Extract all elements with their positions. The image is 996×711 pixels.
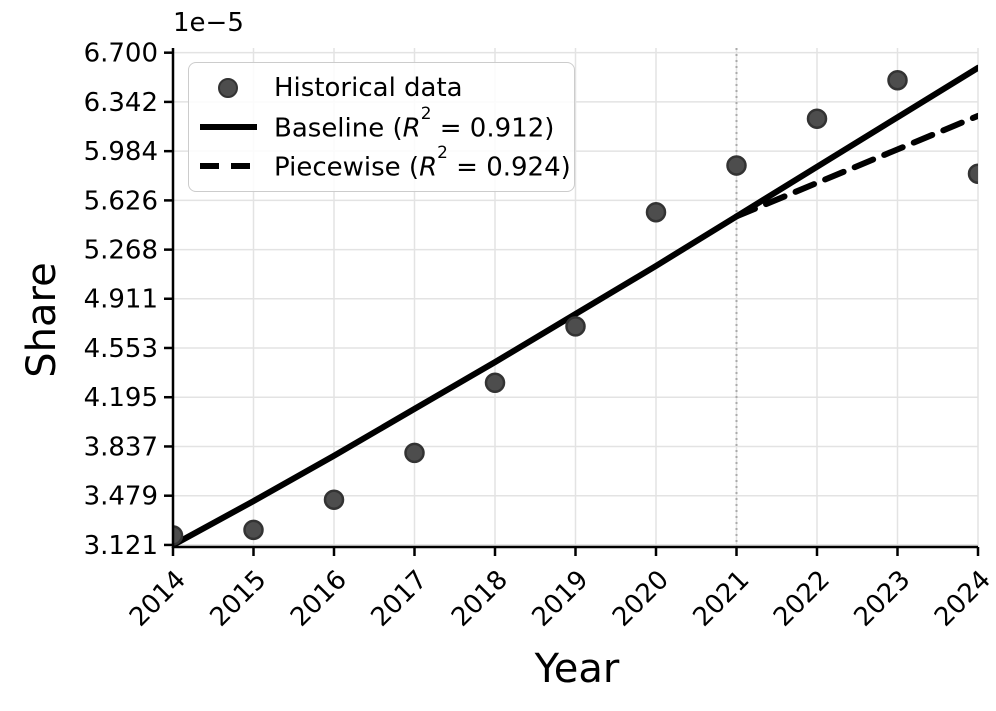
legend-row-piecewise: Piecewise (R2 = 0.924)	[199, 142, 574, 185]
legend-marker-col	[199, 77, 257, 98]
legend-label-sup: 2	[437, 142, 448, 163]
legend-label-historical: Historical data	[274, 72, 463, 103]
y-tick-label: 6.700	[84, 39, 158, 69]
y-tick-label: 3.837	[84, 432, 158, 462]
legend-row-historical: Historical data	[199, 69, 574, 107]
x-tick-label: 2019	[526, 565, 594, 633]
y-tick-label: 3.479	[84, 482, 158, 512]
y-tick-label: 4.195	[84, 383, 158, 413]
legend: Historical data Baseline (R2 = 0.912) Pi…	[188, 62, 575, 192]
scatter-point	[404, 442, 425, 464]
x-tick-label: 2014	[124, 565, 192, 633]
scatter-point	[887, 69, 908, 91]
x-tick-label: 2024	[929, 565, 996, 633]
x-tick-label: 2023	[848, 565, 916, 633]
legend-label-sup: 2	[420, 103, 432, 124]
scatter-point	[645, 201, 667, 223]
scatter-point	[967, 163, 978, 184]
scatter-point	[726, 155, 747, 176]
x-tick-label: 2018	[446, 565, 514, 633]
x-tick-label: 2016	[285, 565, 353, 633]
scatter-point	[243, 519, 264, 541]
legend-row-baseline: Baseline (R2 = 0.912)	[199, 103, 574, 146]
x-tick-label: 2017	[365, 565, 433, 633]
solid-line-icon	[199, 123, 257, 130]
y-axis-offset-label: 1e−5	[173, 8, 244, 38]
legend-label-text: = 0.924)	[447, 152, 571, 183]
y-tick-label: 5.626	[84, 186, 158, 216]
data-layer	[173, 64, 978, 547]
legend-label-math: R	[419, 152, 438, 183]
legend-label-piecewise: Piecewise (R2 = 0.924)	[274, 142, 571, 183]
y-tick-label: 6.342	[84, 88, 158, 118]
y-tick-label: 4.911	[84, 285, 158, 315]
legend-label-text: Baseline (	[274, 113, 403, 144]
x-tick-label: 2021	[687, 565, 755, 633]
x-tick-label: 2022	[768, 565, 836, 633]
legend-marker-col	[199, 123, 257, 130]
y-tick-label: 5.268	[84, 236, 158, 266]
legend-label-text: = 0.912)	[431, 113, 555, 144]
x-axis-label: Year	[534, 646, 620, 692]
baseline-line	[173, 64, 978, 547]
scatter-point	[484, 372, 506, 394]
legend-marker-col	[199, 163, 257, 170]
x-tick-label: 2015	[204, 565, 272, 633]
y-tick-label: 5.984	[84, 137, 158, 167]
piecewise-line	[733, 112, 978, 220]
dashed-line-icon	[199, 163, 257, 170]
y-tick-label: 3.121	[84, 531, 158, 561]
y-tick-label: 4.553	[84, 334, 158, 364]
legend-label-math: R	[402, 113, 421, 144]
y-axis-label: Share	[19, 262, 65, 378]
scatter-point	[323, 489, 345, 510]
scatter-marker-icon	[218, 77, 238, 98]
scatter-point	[565, 316, 586, 337]
scatter-point	[806, 108, 828, 129]
x-tick-label: 2020	[607, 565, 675, 633]
legend-label-baseline: Baseline (R2 = 0.912)	[274, 103, 555, 144]
legend-label-text: Piecewise (	[274, 152, 420, 183]
scatter-point	[173, 525, 184, 546]
